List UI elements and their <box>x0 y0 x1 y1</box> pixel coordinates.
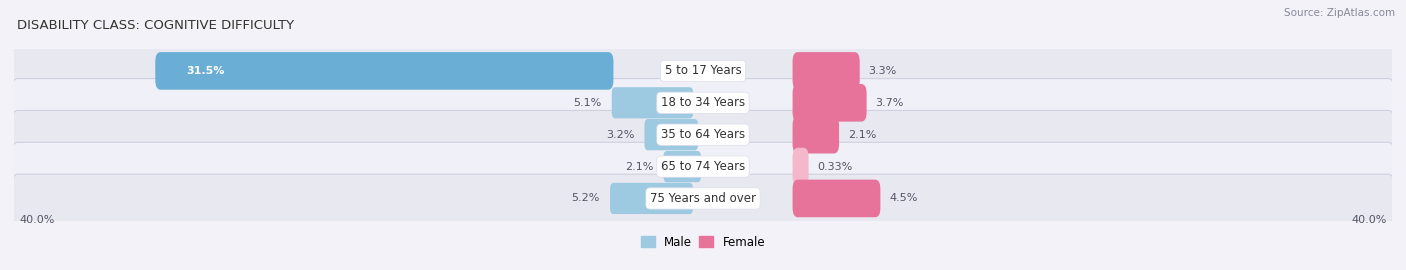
FancyBboxPatch shape <box>793 116 839 153</box>
Text: DISABILITY CLASS: COGNITIVE DIFFICULTY: DISABILITY CLASS: COGNITIVE DIFFICULTY <box>17 19 294 32</box>
FancyBboxPatch shape <box>155 52 613 90</box>
Text: 40.0%: 40.0% <box>20 215 55 225</box>
Text: 18 to 34 Years: 18 to 34 Years <box>661 96 745 109</box>
FancyBboxPatch shape <box>13 47 1393 95</box>
Text: 65 to 74 Years: 65 to 74 Years <box>661 160 745 173</box>
FancyBboxPatch shape <box>793 52 859 90</box>
FancyBboxPatch shape <box>13 110 1393 159</box>
FancyBboxPatch shape <box>793 148 808 185</box>
Text: 40.0%: 40.0% <box>1351 215 1386 225</box>
Text: 5.1%: 5.1% <box>574 98 602 108</box>
Legend: Male, Female: Male, Female <box>636 231 770 254</box>
Text: 4.5%: 4.5% <box>889 193 917 204</box>
Text: 35 to 64 Years: 35 to 64 Years <box>661 128 745 141</box>
Text: 2.1%: 2.1% <box>624 161 652 171</box>
Text: 75 Years and over: 75 Years and over <box>650 192 756 205</box>
FancyBboxPatch shape <box>13 79 1393 127</box>
Text: 3.7%: 3.7% <box>875 98 904 108</box>
Text: 31.5%: 31.5% <box>186 66 225 76</box>
FancyBboxPatch shape <box>793 180 880 217</box>
Text: 3.3%: 3.3% <box>869 66 897 76</box>
Text: 0.33%: 0.33% <box>817 161 852 171</box>
FancyBboxPatch shape <box>13 142 1393 191</box>
Text: 3.2%: 3.2% <box>606 130 634 140</box>
Text: 2.1%: 2.1% <box>848 130 876 140</box>
Text: 5 to 17 Years: 5 to 17 Years <box>665 65 741 77</box>
FancyBboxPatch shape <box>664 151 702 182</box>
FancyBboxPatch shape <box>13 174 1393 223</box>
Text: Source: ZipAtlas.com: Source: ZipAtlas.com <box>1284 8 1395 18</box>
Text: 5.2%: 5.2% <box>571 193 599 204</box>
FancyBboxPatch shape <box>610 183 693 214</box>
FancyBboxPatch shape <box>644 119 699 150</box>
FancyBboxPatch shape <box>793 84 866 122</box>
FancyBboxPatch shape <box>612 87 693 119</box>
